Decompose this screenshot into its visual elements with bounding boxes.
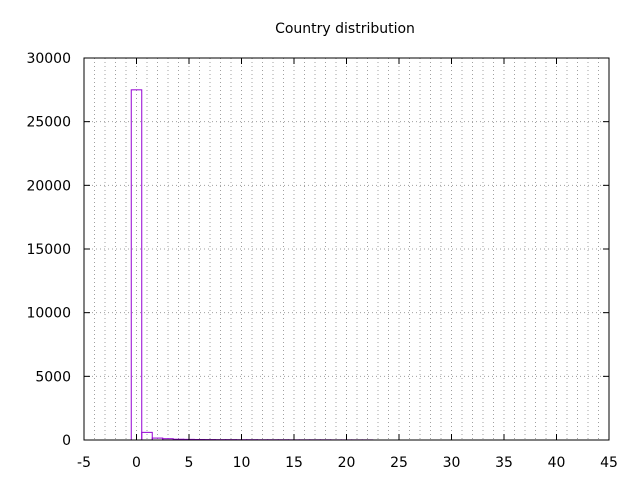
x-tick-label: 0: [132, 455, 141, 471]
x-tick-label: 5: [185, 455, 194, 471]
x-tick-label: 15: [285, 455, 303, 471]
x-tick-label: 20: [338, 455, 356, 471]
y-tick-label: 15000: [26, 242, 71, 258]
y-tick-label: 0: [62, 433, 71, 449]
chart-title: Country distribution: [275, 21, 415, 37]
x-tick-label: 30: [443, 455, 461, 471]
y-tick-label: 25000: [26, 115, 71, 131]
grid-lines: [84, 58, 609, 440]
y-tick-label: 10000: [26, 306, 71, 322]
x-axis-tick-labels: -5 0 5 10 15 20 25 30 35 40 45: [77, 455, 618, 471]
x-tick-label: 45: [600, 455, 618, 471]
x-tick-label: 10: [233, 455, 251, 471]
x-tick-label: 25: [390, 455, 408, 471]
x-tick-label: -5: [77, 455, 91, 471]
axis-ticks: [83, 57, 610, 441]
x-tick-label: 40: [548, 455, 566, 471]
y-tick-label: 20000: [26, 178, 71, 194]
y-axis-tick-labels: 0 5000 10000 15000 20000 25000 30000: [26, 51, 71, 449]
x-tick-label: 35: [495, 455, 513, 471]
y-tick-label: 30000: [26, 51, 71, 67]
y-tick-label: 5000: [35, 369, 71, 385]
